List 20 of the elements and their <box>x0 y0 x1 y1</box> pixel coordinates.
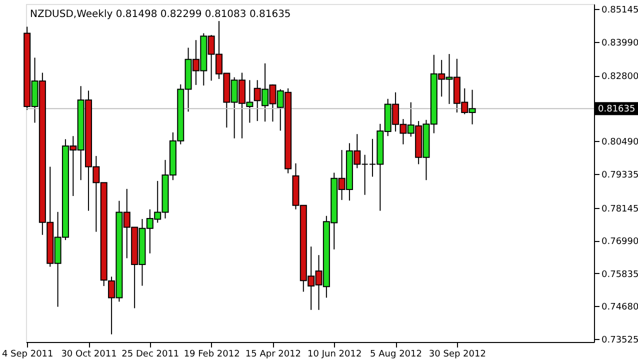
y-tick-label: 0.78145 <box>602 204 638 214</box>
x-tick-label: 10 Jun 2012 <box>308 350 362 360</box>
y-tick-label: 0.74680 <box>602 302 638 313</box>
y-tick-label: 0.75835 <box>602 270 638 280</box>
x-tick-label: 15 Apr 2012 <box>245 350 302 360</box>
x-tick-label: 5 Aug 2012 <box>370 350 422 360</box>
y-tick-label: 0.83990 <box>602 38 638 48</box>
y-tick-label: 0.82800 <box>602 72 638 82</box>
y-tick-label: 0.79335 <box>602 170 638 180</box>
x-tick-label: 19 Feb 2012 <box>184 350 240 360</box>
x-tick-label: 30 Oct 2011 <box>61 350 117 360</box>
y-tick-label: 0.76990 <box>602 237 638 248</box>
ref-line-label: 0.81635 <box>598 104 636 115</box>
x-tick-label: 4 Sep 2011 <box>2 350 54 360</box>
x-tick-label: 25 Dec 2011 <box>122 350 180 360</box>
x-tick-label: 30 Sep 2012 <box>428 350 486 360</box>
chart-title: NZDUSD,Weekly 0.81498 0.82299 0.81083 0.81635 <box>30 9 291 20</box>
y-tick-label: 0.85145 <box>602 5 638 16</box>
y-tick-label: 0.80490 <box>602 138 638 148</box>
y-tick-label: 0.73525 <box>602 336 638 346</box>
